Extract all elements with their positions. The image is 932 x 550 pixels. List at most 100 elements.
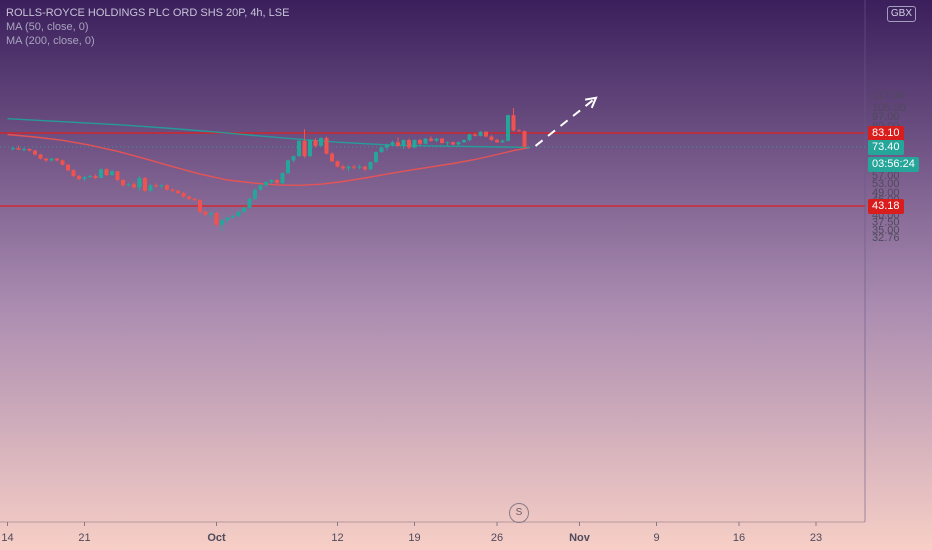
price-tick-label: 53.00 bbox=[872, 178, 900, 190]
candle-body bbox=[280, 173, 285, 184]
candle-body bbox=[258, 185, 263, 190]
price-tick-label: 32.76 bbox=[872, 232, 900, 244]
ma200-legend[interactable]: MA (200, close, 0) bbox=[6, 35, 95, 47]
candle-body bbox=[330, 153, 334, 162]
candle-body bbox=[511, 115, 516, 131]
candle-body bbox=[418, 140, 422, 144]
candle-body bbox=[165, 185, 169, 190]
candle-body bbox=[225, 217, 230, 221]
candle-body bbox=[176, 190, 180, 194]
candle-body bbox=[473, 134, 477, 136]
candle-body bbox=[506, 115, 510, 141]
candle-body bbox=[110, 171, 114, 176]
candle-body bbox=[363, 166, 367, 170]
candle-body bbox=[390, 142, 395, 145]
candle-body bbox=[313, 140, 318, 146]
time-tick-label: 21 bbox=[78, 532, 90, 544]
candle-body bbox=[500, 140, 505, 143]
ma50-line bbox=[7, 133, 531, 187]
candle-body bbox=[462, 140, 466, 143]
candle-body bbox=[341, 166, 345, 169]
candle-body bbox=[181, 193, 186, 197]
candle-body bbox=[143, 178, 147, 191]
candle-body bbox=[88, 176, 92, 178]
projection-arrow-line bbox=[534, 96, 597, 147]
currency-label[interactable]: GBX bbox=[886, 6, 916, 22]
candle-body bbox=[154, 185, 158, 187]
candle-body bbox=[451, 142, 455, 145]
candle-body bbox=[66, 164, 70, 171]
price-tick-label: 117.00 bbox=[872, 90, 905, 102]
ma200-line bbox=[7, 118, 531, 149]
time-tick-label: 12 bbox=[331, 532, 343, 544]
candle-body bbox=[44, 158, 48, 161]
candle-body bbox=[434, 138, 439, 141]
candle-body bbox=[82, 177, 87, 180]
candle-body bbox=[379, 147, 384, 153]
price-tick-label: 105.00 bbox=[872, 102, 906, 114]
candle-body bbox=[77, 176, 81, 180]
candle-body bbox=[220, 220, 224, 225]
candle-body bbox=[478, 131, 483, 136]
candle-body bbox=[137, 178, 142, 188]
candle-body bbox=[159, 185, 164, 187]
candle-body bbox=[115, 171, 120, 181]
support-price-badge: 43.18 bbox=[868, 199, 904, 214]
price-tick-label: 57.00 bbox=[872, 170, 900, 182]
candle-body bbox=[49, 158, 54, 161]
candle-body bbox=[33, 150, 37, 155]
candle-body bbox=[121, 180, 125, 186]
time-tick-label: 9 bbox=[653, 532, 659, 544]
candle-body bbox=[198, 200, 202, 212]
candle-body bbox=[319, 137, 323, 146]
candle-body bbox=[522, 131, 527, 147]
candle-body bbox=[517, 130, 521, 132]
candle-body bbox=[297, 140, 301, 157]
candle-body bbox=[489, 136, 494, 141]
ma50-legend[interactable]: MA (50, close, 0) bbox=[6, 21, 89, 33]
candle-body bbox=[374, 152, 378, 163]
candle-body bbox=[412, 140, 417, 148]
price-tick-label: 97.00 bbox=[872, 111, 900, 123]
candle-body bbox=[93, 176, 98, 179]
candle-body bbox=[247, 198, 252, 208]
candle-body bbox=[335, 161, 340, 167]
candle-body bbox=[346, 166, 351, 169]
bar-countdown-badge: 03:56:24 bbox=[868, 156, 919, 172]
candle-body bbox=[291, 156, 296, 161]
candle-body bbox=[495, 140, 499, 143]
candle-body bbox=[203, 211, 208, 215]
candle-body bbox=[407, 140, 411, 148]
candle-body bbox=[269, 180, 274, 183]
candle-body bbox=[11, 148, 15, 150]
candle-body bbox=[22, 148, 26, 150]
candle-body bbox=[242, 207, 246, 212]
candle-body bbox=[352, 166, 356, 168]
time-tick-label: 23 bbox=[810, 532, 822, 544]
candle-body bbox=[55, 158, 59, 161]
candle-body bbox=[126, 184, 131, 186]
symbol-title: ROLLS-ROYCE HOLDINGS PLC ORD SHS 20P, 4h… bbox=[6, 7, 290, 19]
candle-body bbox=[132, 184, 136, 188]
resistance-price-badge: 83.10 bbox=[868, 126, 904, 141]
candle-body bbox=[396, 142, 400, 146]
split-event-marker[interactable]: S bbox=[509, 503, 529, 523]
candle-body bbox=[445, 142, 450, 144]
time-tick-label: Oct bbox=[207, 532, 226, 544]
time-tick-label: 26 bbox=[491, 532, 503, 544]
candle-body bbox=[368, 162, 373, 170]
last-price-badge: 73.40 bbox=[868, 139, 904, 155]
candle-body bbox=[99, 169, 103, 179]
candle-body bbox=[456, 142, 461, 145]
candle-body bbox=[187, 196, 191, 199]
candle-body bbox=[324, 137, 329, 154]
candle-body bbox=[104, 169, 109, 176]
candle-body bbox=[467, 134, 472, 141]
candle-body bbox=[357, 166, 362, 168]
candle-body bbox=[429, 138, 433, 141]
candle-body bbox=[302, 140, 307, 157]
time-tick-label: Nov bbox=[569, 532, 591, 544]
